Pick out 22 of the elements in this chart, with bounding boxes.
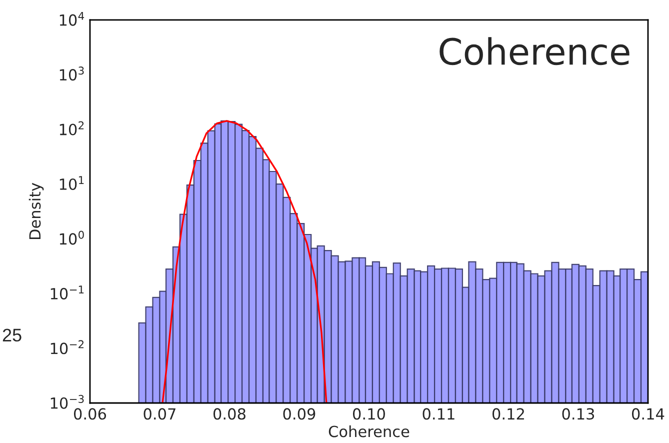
x-tick-label: 0.11 <box>422 408 454 420</box>
x-tick-label: 0.12 <box>492 408 524 420</box>
y-tick-label: 10$^{3}$ <box>60 66 84 81</box>
y-axis-title: Density <box>28 182 44 240</box>
y-tick-label: 10$^{2}$ <box>60 121 84 136</box>
line-series <box>162 120 328 403</box>
text: 25 <box>2 328 22 342</box>
y-tick-label: 10$^{4}$ <box>60 12 84 26</box>
y-tick-label: 10$^{−1}$ <box>50 286 84 300</box>
x-tick-label: 0.09 <box>283 408 316 420</box>
x-tick-label: 0.10 <box>352 408 385 420</box>
chart-title: Coherence <box>440 37 630 66</box>
y-tick-label: 10$^{1}$ <box>60 176 84 190</box>
x-tick-label: 0.13 <box>562 408 594 420</box>
y-tick-label: 10$^{0}$ <box>60 230 84 245</box>
x-tick-label: 0.14 <box>632 408 664 420</box>
x-axis-title: Coherence <box>328 425 410 438</box>
y-tick-label: 10$^{−3}$ <box>50 394 84 409</box>
x-tick-label: 0.06 <box>74 408 106 420</box>
x-tick-label: 0.08 <box>213 408 246 420</box>
x-tick-label: 0.07 <box>144 408 176 420</box>
y-tick-label: 10$^{−2}$ <box>50 340 84 354</box>
